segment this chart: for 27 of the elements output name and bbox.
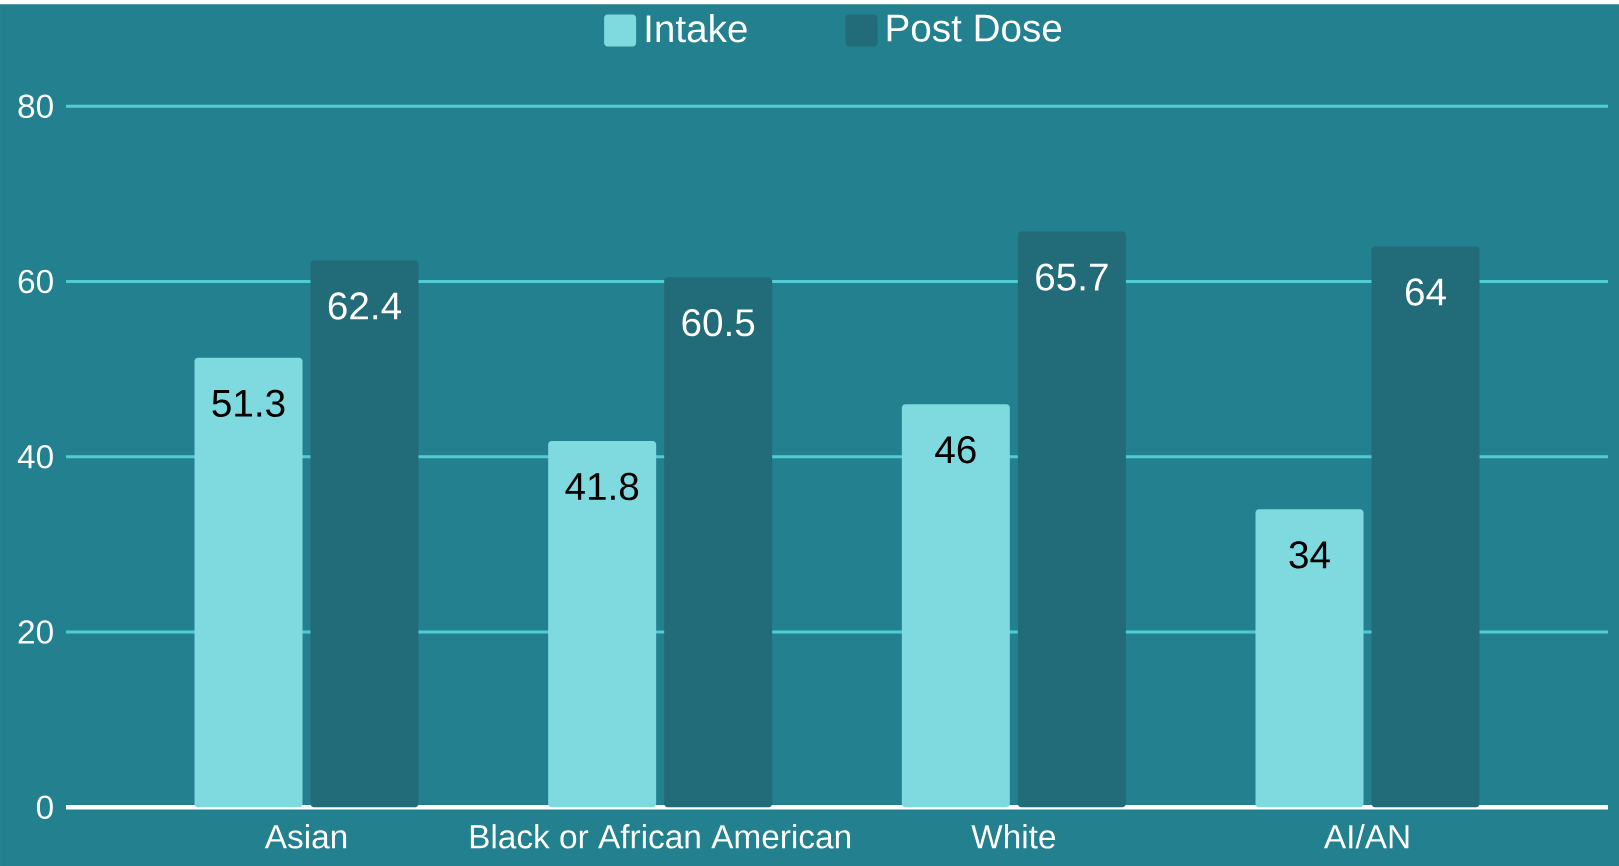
data-label: 60.5: [682, 308, 755, 337]
data-label: 51.3: [212, 389, 285, 417]
bar: [548, 440, 657, 808]
bar: [1017, 231, 1126, 808]
bar: [901, 404, 1010, 808]
data-label: 62.4: [328, 292, 401, 320]
legend-label: Intake: [646, 13, 747, 43]
y-tick-label: 40: [17, 444, 53, 469]
x-tick-label: Asian: [264, 823, 347, 849]
data-label: 34: [1289, 541, 1330, 569]
x-tick-label: Black or African American: [470, 823, 851, 849]
bar: [1371, 246, 1480, 808]
x-tick-label: AI/AN: [1323, 823, 1409, 849]
bar: [310, 260, 419, 808]
y-tick-label: 80: [18, 94, 53, 118]
data-label: 64: [1405, 278, 1446, 306]
y-tick-label: 60: [18, 269, 53, 294]
bar: [194, 357, 303, 808]
data-label: 65.7: [1036, 263, 1108, 291]
data-label: 46: [935, 435, 976, 464]
data-label: 41.8: [565, 472, 639, 501]
bar: [664, 277, 773, 808]
legend-label: Post Dose: [887, 14, 1062, 42]
bar: [1255, 509, 1364, 808]
y-tick-label: 0: [36, 795, 53, 819]
y-tick-label: 20: [18, 620, 53, 644]
x-tick-label: White: [971, 823, 1056, 849]
